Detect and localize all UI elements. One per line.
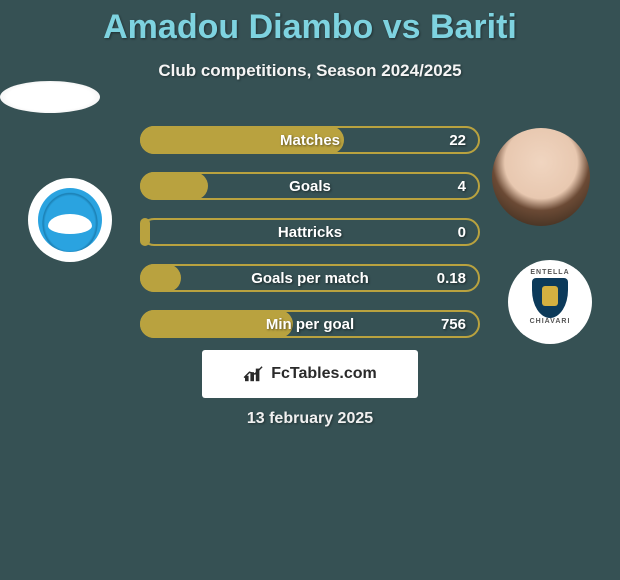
stat-value: 0.18: [437, 264, 466, 292]
page-title: Amadou Diambo vs Bariti: [0, 0, 620, 47]
stat-bar-mpg: Min per goal 756: [140, 310, 480, 338]
footer-brand-badge: FcTables.com: [202, 350, 418, 398]
stat-value: 0: [458, 218, 466, 246]
stat-value: 4: [458, 172, 466, 200]
player-right-avatar: [492, 128, 590, 226]
club-right-top-text: ENTELLA: [530, 269, 569, 276]
club-badge-right: ENTELLA CHIAVARI: [508, 260, 592, 344]
stat-label: Goals: [140, 172, 480, 200]
stat-bar-hattricks: Hattricks 0: [140, 218, 480, 246]
stat-label: Goals per match: [140, 264, 480, 292]
club-right-bottom-text: CHIAVARI: [530, 318, 571, 325]
page-subtitle: Club competitions, Season 2024/2025: [0, 61, 620, 81]
bar-chart-icon: [243, 365, 265, 383]
stat-bar-goals: Goals 4: [140, 172, 480, 200]
footer-date: 13 february 2025: [0, 410, 620, 428]
stat-label: Min per goal: [140, 310, 480, 338]
club-badge-left: [28, 178, 112, 262]
entella-icon: ENTELLA CHIAVARI: [520, 269, 580, 335]
stat-label: Matches: [140, 126, 480, 154]
stat-value: 22: [449, 126, 466, 154]
pescara-icon: [38, 188, 102, 252]
stat-bar-matches: Matches 22: [140, 126, 480, 154]
footer-brand-text: FcTables.com: [271, 365, 377, 383]
stat-label: Hattricks: [140, 218, 480, 246]
stat-bar-gpm: Goals per match 0.18: [140, 264, 480, 292]
stat-value: 756: [441, 310, 466, 338]
stats-container: Matches 22 Goals 4 Hattricks 0 Goals per…: [140, 126, 480, 356]
player-left-avatar: [0, 81, 100, 113]
